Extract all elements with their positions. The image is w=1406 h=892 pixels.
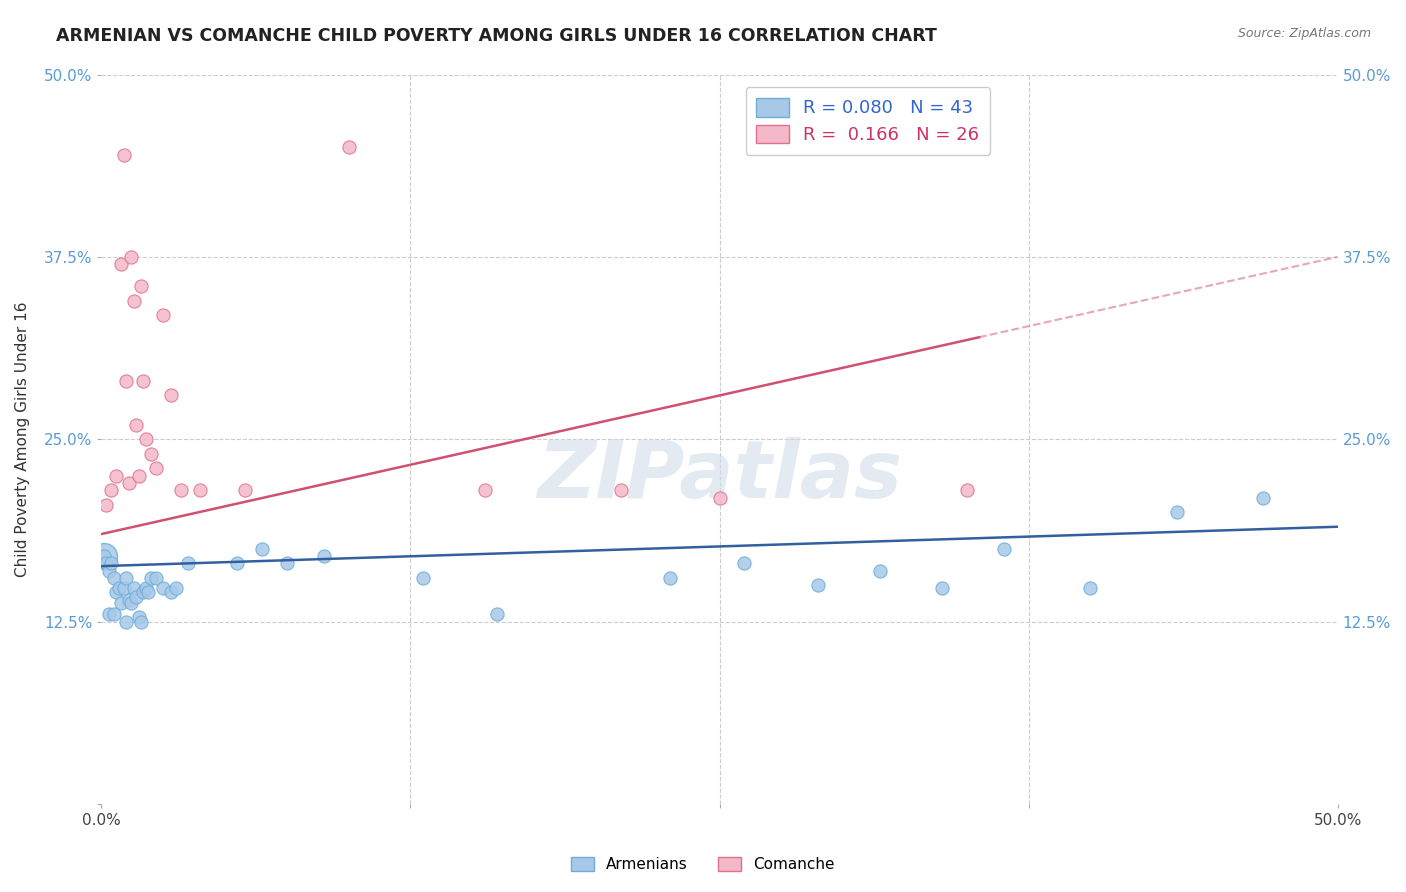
Point <box>709 491 731 505</box>
Point <box>132 374 155 388</box>
Point <box>169 483 191 498</box>
Point <box>485 607 508 622</box>
Point <box>337 140 360 154</box>
Point <box>103 607 125 622</box>
Point <box>659 571 682 585</box>
Point <box>129 615 152 629</box>
Point <box>807 578 830 592</box>
Text: ZIPatlas: ZIPatlas <box>537 437 903 515</box>
Point <box>152 308 174 322</box>
Point <box>138 585 160 599</box>
Point <box>96 556 118 570</box>
Point <box>120 596 142 610</box>
Point <box>129 279 152 293</box>
Point <box>122 293 145 308</box>
Y-axis label: Child Poverty Among Girls Under 16: Child Poverty Among Girls Under 16 <box>15 301 30 577</box>
Legend: Armenians, Comanche: Armenians, Comanche <box>564 849 842 880</box>
Point <box>97 564 120 578</box>
Point <box>993 541 1015 556</box>
Point <box>97 607 120 622</box>
Point <box>165 581 187 595</box>
Point <box>159 388 181 402</box>
Point <box>125 590 148 604</box>
Point <box>128 610 150 624</box>
Point <box>733 556 755 570</box>
Point <box>1166 505 1188 519</box>
Point <box>250 541 273 556</box>
Point <box>125 417 148 432</box>
Point <box>869 564 891 578</box>
Point <box>177 556 200 570</box>
Point <box>135 581 157 595</box>
Legend: R = 0.080   N = 43, R =  0.166   N = 26: R = 0.080 N = 43, R = 0.166 N = 26 <box>745 87 990 155</box>
Point <box>1253 491 1275 505</box>
Point <box>115 571 138 585</box>
Point <box>931 581 953 595</box>
Point <box>1080 581 1102 595</box>
Point <box>93 549 115 563</box>
Point <box>139 447 162 461</box>
Point <box>152 581 174 595</box>
Point <box>128 468 150 483</box>
Point <box>115 374 138 388</box>
Point <box>474 483 496 498</box>
Point <box>609 483 631 498</box>
Point <box>159 585 181 599</box>
Text: ARMENIAN VS COMANCHE CHILD POVERTY AMONG GIRLS UNDER 16 CORRELATION CHART: ARMENIAN VS COMANCHE CHILD POVERTY AMONG… <box>56 27 938 45</box>
Point <box>188 483 211 498</box>
Point <box>107 581 129 595</box>
Point <box>226 556 249 570</box>
Point <box>276 556 298 570</box>
Point <box>132 585 155 599</box>
Point <box>105 468 128 483</box>
Point <box>110 596 132 610</box>
Point <box>100 483 122 498</box>
Point <box>233 483 256 498</box>
Point <box>112 147 135 161</box>
Point <box>110 257 132 271</box>
Point <box>412 571 434 585</box>
Point <box>145 461 167 475</box>
Point <box>103 571 125 585</box>
Point <box>122 581 145 595</box>
Point <box>96 498 118 512</box>
Point <box>93 549 115 563</box>
Point <box>145 571 167 585</box>
Point <box>115 615 138 629</box>
Point <box>117 475 139 490</box>
Point <box>312 549 335 563</box>
Point <box>139 571 162 585</box>
Point <box>956 483 979 498</box>
Point <box>105 585 128 599</box>
Point <box>120 250 142 264</box>
Point <box>100 556 122 570</box>
Text: Source: ZipAtlas.com: Source: ZipAtlas.com <box>1237 27 1371 40</box>
Point <box>117 592 139 607</box>
Point <box>112 581 135 595</box>
Point <box>135 432 157 446</box>
